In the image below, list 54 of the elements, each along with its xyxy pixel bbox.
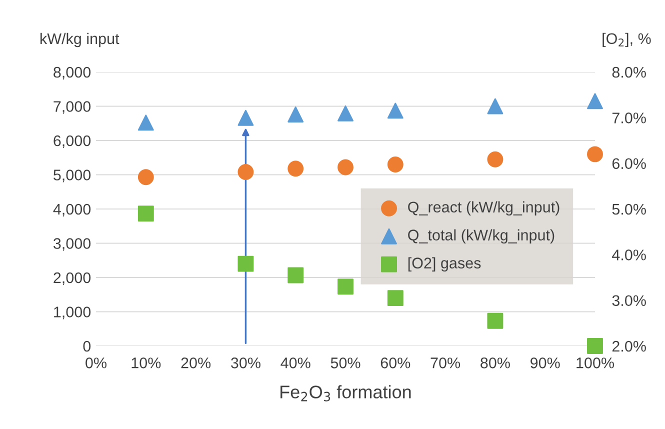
- legend-label: Q_total (kW/kg_input): [408, 229, 554, 244]
- y-tick-label: 3,000: [53, 238, 91, 251]
- x-tick-label: 50%: [330, 358, 360, 368]
- point: [288, 160, 304, 177]
- y2-tick-label: 8.0%: [612, 66, 646, 78]
- y-axis-title: kW/kg input: [40, 32, 120, 48]
- x-tick-label: 70%: [430, 358, 460, 368]
- y-tick-label: 4,000: [53, 204, 91, 216]
- point: [238, 110, 254, 126]
- x-tick-label: 100%: [576, 358, 614, 368]
- point: [387, 290, 404, 306]
- x-tick-label: 20%: [181, 358, 211, 368]
- y2-tick-label: 4.0%: [612, 250, 646, 260]
- x-tick-label: 60%: [380, 358, 410, 368]
- x-tick-label: 40%: [280, 358, 310, 368]
- x-tick-label: 30%: [230, 358, 260, 368]
- point: [587, 146, 603, 162]
- point: [387, 102, 404, 119]
- y-tick-label: 7,000: [54, 101, 91, 114]
- point: [138, 206, 154, 222]
- x-tick-label: 0%: [86, 358, 106, 368]
- x-tick-label: 80%: [480, 358, 510, 368]
- y2-tick-label: 5.0%: [612, 204, 646, 215]
- point: [487, 98, 504, 114]
- point: [487, 151, 504, 168]
- point: [487, 312, 504, 329]
- point: [587, 93, 603, 110]
- point: [288, 106, 304, 122]
- y-tick-label: 6,000: [54, 135, 91, 148]
- point: [238, 164, 254, 180]
- point: [288, 267, 304, 284]
- legend-label: [O2] gases: [408, 257, 481, 272]
- y-tick-label: 8,000: [54, 66, 91, 80]
- y2-tick-label: 7.0%: [612, 112, 646, 124]
- y2-tick-label: 6.0%: [612, 158, 646, 170]
- x-axis-title: Fe$_{2}$O$_{3}$ formation: [280, 385, 411, 402]
- point: [338, 159, 354, 176]
- point: [138, 169, 154, 186]
- point: [338, 105, 354, 122]
- point: [238, 256, 254, 272]
- point: [138, 114, 154, 131]
- y-tick-label: 1,000: [54, 306, 91, 320]
- y2-tick-label: 2.0%: [612, 340, 646, 352]
- legend-label: Q_react (kW/kg_input): [408, 201, 560, 216]
- x-tick-label: 10%: [132, 358, 161, 368]
- y2-axis-title: [O$_{2}$], %: [602, 32, 651, 48]
- point: [387, 156, 404, 172]
- y-tick-label: 0: [83, 340, 91, 352]
- point: [587, 338, 603, 354]
- point: [338, 278, 354, 295]
- y-tick-label: 2,000: [54, 272, 91, 285]
- y-tick-label: 5,000: [54, 170, 91, 182]
- x-tick-label: 90%: [530, 358, 560, 368]
- y2-tick-label: 3.0%: [612, 295, 646, 306]
